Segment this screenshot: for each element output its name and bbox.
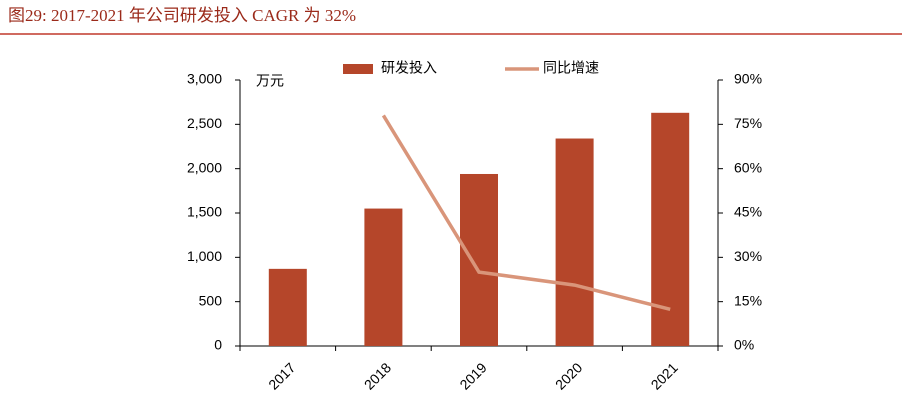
legend-label: 同比增速 bbox=[543, 60, 599, 76]
y2-tick-label: 45% bbox=[734, 204, 762, 220]
bar bbox=[364, 208, 403, 346]
y2-tick-label: 75% bbox=[734, 115, 762, 131]
y-tick-label: 3,000 bbox=[187, 71, 222, 87]
y-tick-label: 0 bbox=[214, 337, 222, 353]
y-axis-unit: 万元 bbox=[256, 73, 284, 89]
x-tick-label: 2017 bbox=[265, 359, 298, 392]
y-tick-label: 1,000 bbox=[187, 248, 222, 264]
y-tick-label: 500 bbox=[199, 292, 223, 308]
y-tick-label: 2,000 bbox=[187, 159, 222, 175]
x-tick-label: 2019 bbox=[456, 359, 489, 392]
legend-label: 研发投入 bbox=[381, 60, 437, 76]
chart-title: 图29: 2017-2021 年公司研发投入 CAGR 为 32% bbox=[8, 6, 356, 25]
line bbox=[381, 114, 671, 312]
y2-tick-label: 0% bbox=[734, 337, 754, 353]
x-tick-label: 2021 bbox=[648, 359, 681, 392]
y-tick-label: 1,500 bbox=[187, 204, 222, 220]
bar bbox=[268, 268, 307, 346]
y2-tick-label: 30% bbox=[734, 248, 762, 264]
legend-swatch bbox=[343, 64, 373, 74]
y2-tick-label: 90% bbox=[734, 71, 762, 87]
y2-tick-label: 60% bbox=[734, 159, 762, 175]
x-tick-label: 2018 bbox=[361, 359, 394, 392]
y2-tick-label: 15% bbox=[734, 292, 762, 308]
bar bbox=[555, 138, 594, 346]
x-tick-label: 2020 bbox=[552, 359, 585, 392]
bar bbox=[460, 173, 498, 346]
bar bbox=[651, 112, 690, 346]
y-tick-label: 2,500 bbox=[187, 115, 222, 131]
